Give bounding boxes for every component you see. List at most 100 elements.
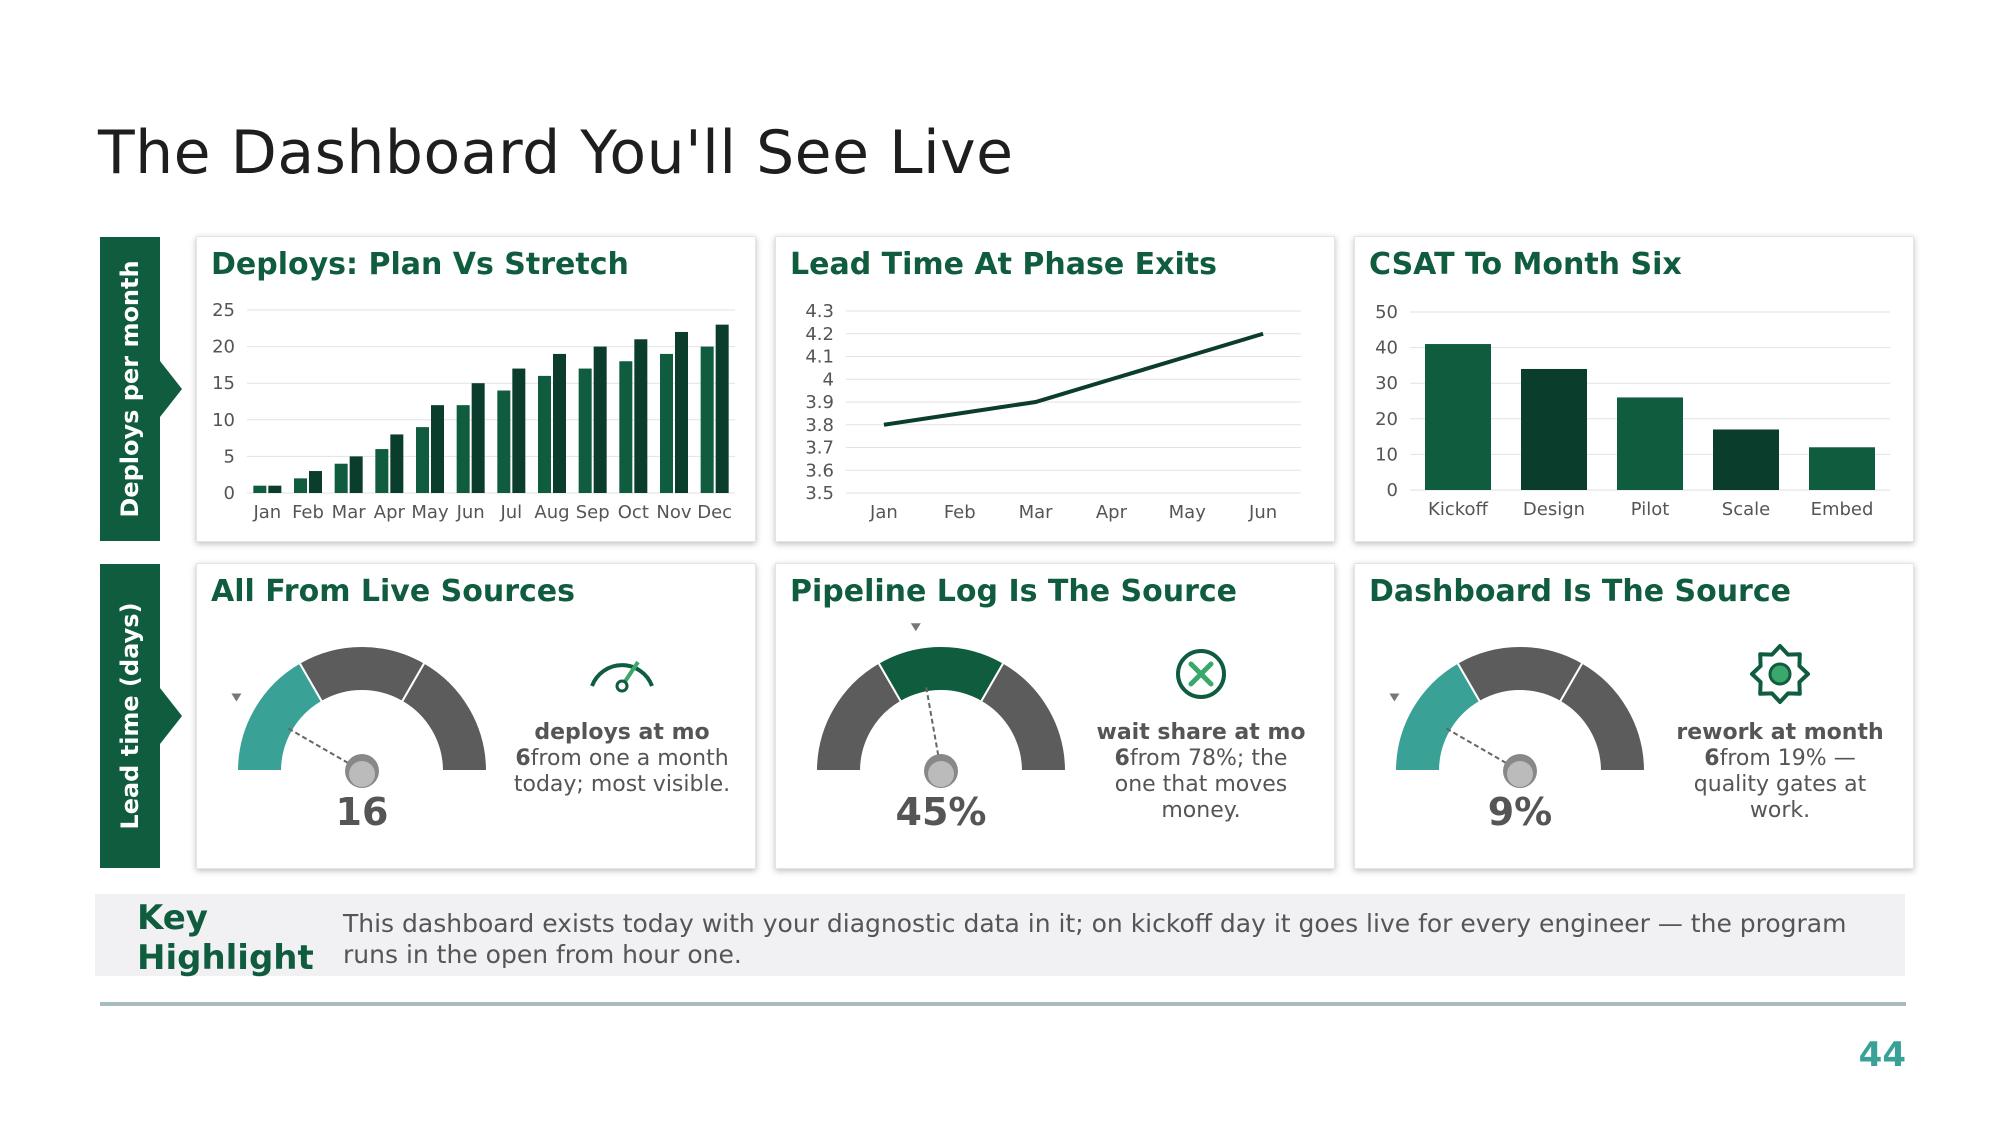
bar bbox=[1425, 344, 1491, 490]
chart-title: Deploys: Plan Vs Stretch bbox=[211, 247, 629, 282]
y-tick-label: 20 bbox=[1375, 409, 1398, 430]
row-label-lead-time-text: Lead time (days) bbox=[116, 602, 144, 830]
gauge-card-dashboard: Dashboard Is The Source 9% rework at mon… bbox=[1354, 563, 1914, 869]
gauge-title: Pipeline Log Is The Source bbox=[790, 574, 1238, 609]
page-title: The Dashboard You'll See Live bbox=[98, 118, 1014, 188]
gauge-segment bbox=[979, 661, 1068, 772]
gauge-value: 9% bbox=[1488, 790, 1553, 834]
gauge-needle bbox=[1445, 727, 1521, 772]
x-tick-label: Jun bbox=[456, 502, 485, 523]
row-label-deploys: Deploys per month bbox=[100, 237, 182, 541]
bar bbox=[471, 383, 485, 493]
y-tick-label: 50 bbox=[1375, 302, 1398, 323]
page-number: 44 bbox=[1858, 1035, 1906, 1075]
bar bbox=[456, 405, 470, 493]
y-tick-label: 3.9 bbox=[805, 392, 834, 413]
bar bbox=[634, 339, 648, 493]
y-tick-label: 4.1 bbox=[805, 347, 834, 368]
csat-bar-chart: 0 10 20 30 40 50 Kickoff Design Pilot Scale Embed bbox=[1375, 302, 1890, 520]
bar bbox=[619, 361, 633, 493]
row-label-deploys-text: Deploys per month bbox=[116, 260, 144, 518]
y-tick-label: 3.7 bbox=[805, 438, 834, 459]
x-tick-label: Embed bbox=[1811, 499, 1874, 520]
gauge-chart: 16 bbox=[231, 645, 654, 834]
bar bbox=[431, 405, 444, 493]
bar bbox=[497, 390, 511, 493]
gauge-caption: wait share at mo 6from 78%; the one that… bbox=[1091, 720, 1311, 824]
x-tick-label: Jan bbox=[869, 502, 898, 523]
gauge-hub-inner bbox=[349, 761, 375, 787]
y-tick-label: 3.6 bbox=[805, 460, 834, 481]
bar bbox=[715, 324, 729, 493]
bar bbox=[675, 331, 688, 493]
gauge-chart: 9% bbox=[1389, 644, 1810, 834]
x-tick-label: Apr bbox=[374, 502, 406, 523]
gauge-segment bbox=[400, 661, 489, 772]
row-arrow-icon bbox=[160, 688, 182, 744]
y-tick-label: 4 bbox=[823, 369, 834, 390]
gauge-caption-rest: from 19% — quality gates at work. bbox=[1693, 746, 1867, 823]
gear-icon bbox=[1750, 644, 1810, 704]
speedometer-icon bbox=[590, 663, 654, 687]
y-tick-label: 5 bbox=[224, 446, 235, 467]
y-tick-label: 10 bbox=[1375, 444, 1398, 465]
gauge-caption-rest: from one a month today; most visible. bbox=[513, 746, 731, 797]
lead-time-line-chart: 3.53.63.73.83.944.14.24.3 Jan Feb Mar Apr May… bbox=[805, 301, 1301, 523]
gauge-caption-bold: rework at month 6 bbox=[1676, 720, 1884, 771]
bar bbox=[253, 485, 267, 493]
gauge-caption-bold: deploys at mo 6 bbox=[515, 720, 710, 771]
bar bbox=[309, 471, 322, 493]
gauge-card-pipeline-log: Pipeline Log Is The Source 45% wait shar… bbox=[775, 563, 1335, 869]
gauge-needle bbox=[287, 727, 363, 772]
gauge-needle bbox=[925, 687, 942, 772]
bar bbox=[553, 353, 566, 493]
key-highlight-label: Key Highlight bbox=[137, 898, 314, 978]
chart-title: Lead Time At Phase Exits bbox=[790, 247, 1217, 282]
bar bbox=[1617, 397, 1683, 490]
bar bbox=[416, 427, 429, 493]
gauge-caption: rework at month 6from 19% — quality gate… bbox=[1670, 720, 1890, 824]
row-arrow-icon bbox=[160, 361, 182, 417]
bar bbox=[593, 346, 607, 493]
x-tick-label: Kickoff bbox=[1428, 499, 1488, 520]
gauge-marker-icon bbox=[231, 693, 242, 702]
y-tick-label: 25 bbox=[212, 300, 235, 321]
row-label-lead-time: Lead time (days) bbox=[100, 564, 182, 868]
gauge-marker-icon bbox=[1389, 693, 1400, 702]
close-cross-icon bbox=[1188, 661, 1214, 687]
x-tick-label: Jul bbox=[499, 502, 522, 523]
x-tick-label: May bbox=[1169, 502, 1207, 523]
chart-card-lead-time: Lead Time At Phase Exits 3.5 3.6 3.7 3.8 3.9… bbox=[775, 236, 1335, 542]
y-tick-label: 0 bbox=[1387, 480, 1398, 501]
bar bbox=[1713, 429, 1779, 490]
deploys-bar-chart: 0 5 10 15 20 25 Jan Feb Mar Apr May Jun Jul Aug Sep Oct… bbox=[212, 300, 735, 523]
bar bbox=[578, 368, 592, 493]
x-tick-label: Feb bbox=[944, 502, 976, 523]
bar bbox=[375, 449, 389, 493]
bar bbox=[538, 375, 551, 493]
bar bbox=[294, 478, 307, 493]
x-tick-label: Nov bbox=[656, 502, 691, 523]
gauge-hub-inner bbox=[928, 761, 954, 787]
x-tick-label: Jun bbox=[1248, 502, 1277, 523]
gauge-caption: deploys at mo 6from one a month today; m… bbox=[512, 720, 732, 798]
bar bbox=[390, 434, 404, 493]
chart-card-deploys: Deploys: Plan Vs Stretch 0 5 10 15 20 25 Jan Fe… bbox=[196, 236, 756, 542]
gauge-caption-rest: from 78%; the one that moves money. bbox=[1114, 746, 1288, 823]
gauge-card-live-sources: All From Live Sources 16 deploys at mo 6… bbox=[196, 563, 756, 869]
y-tick-label: 10 bbox=[212, 410, 235, 431]
y-tick-label: 4.2 bbox=[805, 324, 834, 345]
gauge-value: 45% bbox=[896, 790, 987, 834]
bar bbox=[660, 353, 673, 493]
gauge-title: All From Live Sources bbox=[211, 574, 576, 609]
gauge-title: Dashboard Is The Source bbox=[1369, 574, 1791, 609]
bar bbox=[1809, 447, 1875, 490]
close-circle-icon bbox=[1176, 649, 1226, 699]
x-tick-label: Feb bbox=[292, 502, 324, 523]
bar bbox=[334, 463, 348, 493]
y-tick-label: 4.3 bbox=[805, 301, 834, 322]
chart-title: CSAT To Month Six bbox=[1369, 247, 1682, 282]
x-tick-label: Apr bbox=[1096, 502, 1128, 523]
gauge-chart: 45% bbox=[814, 623, 1226, 834]
y-tick-label: 30 bbox=[1375, 373, 1398, 394]
